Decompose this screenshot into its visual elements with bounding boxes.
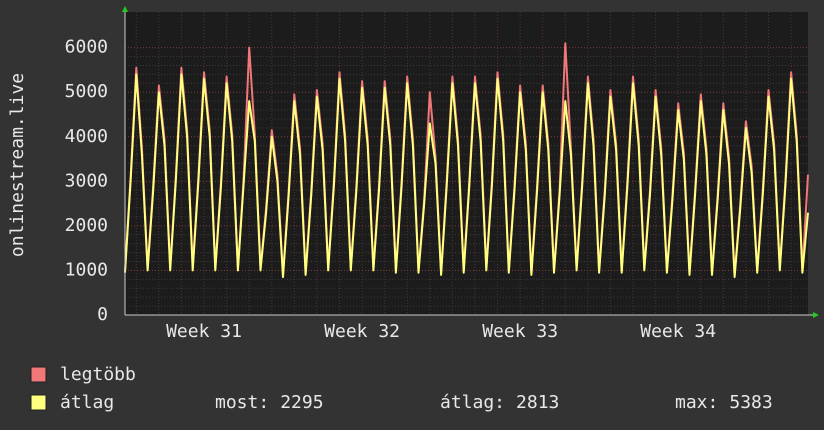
series-lines — [124, 42, 809, 279]
axis-arrow — [813, 312, 819, 318]
legend-swatch — [30, 366, 47, 383]
x-tick-label: Week 32 — [324, 321, 400, 342]
y-tick-label: 3000 — [65, 170, 108, 191]
stat: most: 2295 — [215, 392, 324, 413]
legend-label: legtöbb — [60, 364, 136, 385]
stat-label: most: — [215, 392, 269, 413]
y-tick-label: 1000 — [65, 259, 108, 280]
y-tick-label: 4000 — [65, 126, 108, 147]
stat-label: max: — [675, 392, 718, 413]
y-axis-label: onlinestream.live — [7, 73, 28, 257]
stat: max: 5383 — [675, 392, 773, 413]
legend-label: átlag — [60, 392, 114, 413]
y-tick-label: 0 — [97, 304, 108, 325]
stat: átlag: 2813 — [440, 392, 559, 413]
x-tick-label: Week 31 — [166, 321, 242, 342]
stat-value: 2813 — [516, 392, 559, 413]
y-tick-label: 5000 — [65, 81, 108, 102]
legend-swatch — [30, 394, 47, 411]
stat-value: 2295 — [280, 392, 323, 413]
grid — [125, 12, 808, 316]
x-tick-label: Week 34 — [640, 321, 716, 342]
series-line — [124, 73, 809, 279]
y-tick-label: 6000 — [65, 37, 108, 58]
y-tick-label: 2000 — [65, 215, 108, 236]
axis-arrow — [122, 6, 128, 12]
stat-value: 5383 — [729, 392, 772, 413]
stat-label: átlag: — [440, 392, 505, 413]
x-tick-label: Week 33 — [482, 321, 558, 342]
